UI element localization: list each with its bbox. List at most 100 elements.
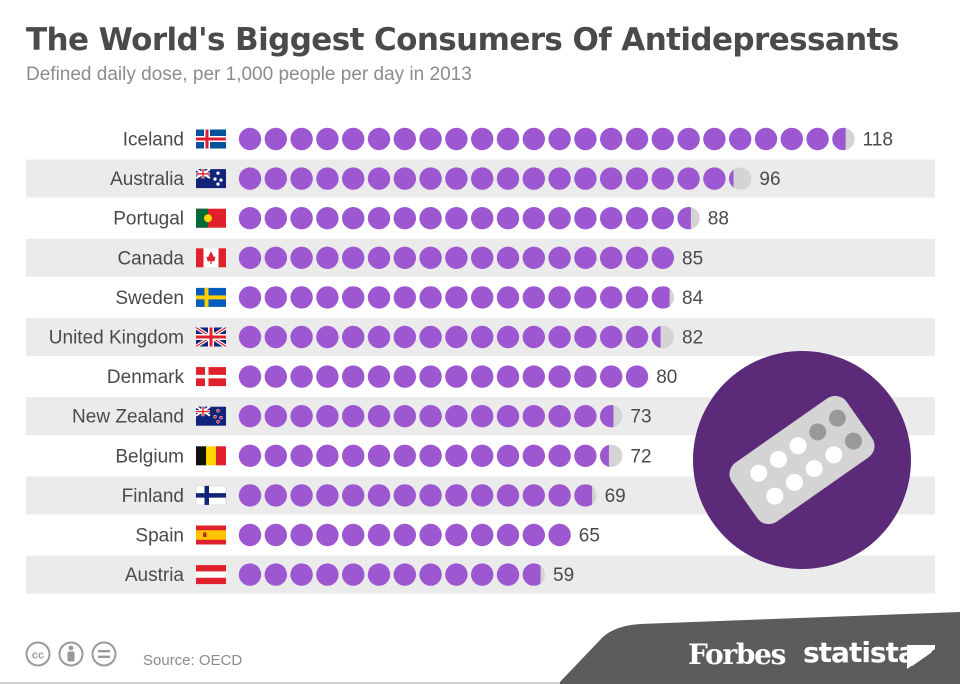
value-dot <box>264 563 287 586</box>
value-dot <box>496 286 520 309</box>
value-dot <box>393 286 416 309</box>
value-dot <box>238 444 262 467</box>
value-dot <box>342 167 365 190</box>
value-label: 73 <box>630 407 651 428</box>
value-dot <box>419 405 442 428</box>
value-dot <box>367 246 391 269</box>
value-dot <box>471 325 494 349</box>
value-dot <box>290 484 313 507</box>
canada-flag-icon <box>196 248 226 268</box>
value-dot <box>290 207 313 230</box>
value-dot <box>393 127 416 151</box>
value-dot <box>445 286 468 309</box>
value-dot <box>445 405 468 428</box>
value-dot <box>548 444 571 467</box>
value-dot <box>496 484 520 507</box>
forbes-logo: Forbes <box>688 638 786 671</box>
value-dot <box>342 523 365 547</box>
value-dot <box>367 444 391 467</box>
value-dot <box>651 207 674 230</box>
value-dot <box>496 444 520 467</box>
austria-flag-icon <box>196 565 226 585</box>
value-dot <box>393 207 416 230</box>
value-dot <box>548 207 571 230</box>
country-label: Belgium <box>115 446 184 467</box>
value-dot <box>419 563 442 586</box>
value-dot <box>238 484 262 507</box>
value-dot <box>522 246 545 269</box>
value-dot <box>290 365 313 388</box>
value-dot <box>445 523 468 547</box>
value-dot <box>522 444 545 467</box>
value-dot <box>445 325 468 349</box>
value-dot <box>445 444 468 467</box>
value-dot <box>316 444 339 467</box>
value-dot <box>496 127 520 151</box>
value-dot <box>342 563 365 586</box>
value-dot <box>600 325 623 349</box>
partial-dot-fill <box>832 127 846 151</box>
attribution-icon <box>58 641 84 667</box>
country-label: Spain <box>135 526 184 547</box>
country-label: United Kingdom <box>49 328 184 349</box>
country-label: Austria <box>125 565 185 586</box>
value-dot <box>367 127 391 151</box>
value-dot <box>703 167 726 190</box>
value-dot <box>316 127 339 151</box>
value-label: 69 <box>605 486 626 507</box>
australia-flag-icon <box>195 168 226 189</box>
value-dot <box>290 127 313 151</box>
country-label: Iceland <box>123 130 184 151</box>
license-icons: cc <box>25 641 117 667</box>
united-kingdom-flag-icon <box>195 326 227 348</box>
value-dot <box>419 523 442 547</box>
value-dot <box>600 207 623 230</box>
value-dot <box>522 484 545 507</box>
value-dot <box>522 286 545 309</box>
value-dot <box>238 325 262 349</box>
value-dot <box>600 127 623 151</box>
value-dot <box>367 563 391 586</box>
value-dot <box>238 246 262 269</box>
value-dot <box>367 523 391 547</box>
value-dot <box>419 325 442 349</box>
value-dot <box>600 167 623 190</box>
value-dot <box>522 207 545 230</box>
svg-text:cc: cc <box>32 650 44 662</box>
value-dot <box>316 405 339 428</box>
value-dot <box>574 444 597 467</box>
value-label: 118 <box>863 130 893 151</box>
value-dot <box>342 365 365 388</box>
value-dot <box>238 286 262 309</box>
value-dot <box>367 325 391 349</box>
value-dot <box>367 484 391 507</box>
value-dot <box>342 246 365 269</box>
value-dot <box>393 563 416 586</box>
value-dot <box>471 484 494 507</box>
value-dot <box>419 286 442 309</box>
value-dot <box>393 325 416 349</box>
value-dot <box>419 444 442 467</box>
value-dot <box>471 563 494 586</box>
value-dot <box>290 523 313 547</box>
value-dot <box>419 484 442 507</box>
value-dot <box>522 405 545 428</box>
value-dot <box>471 167 494 190</box>
value-dot <box>625 365 649 388</box>
value-dot <box>393 444 416 467</box>
value-dot <box>600 286 623 309</box>
value-dot <box>754 127 778 151</box>
country-label: Denmark <box>107 367 185 388</box>
chart-subtitle: Defined daily dose, per 1,000 people per… <box>26 64 472 85</box>
value-label: 88 <box>708 209 729 230</box>
value-dot <box>419 167 442 190</box>
value-label: 82 <box>682 328 703 349</box>
value-dot <box>548 167 571 190</box>
no-derivatives-icon <box>91 641 117 667</box>
value-dot <box>238 127 262 151</box>
value-dot <box>496 523 520 547</box>
value-dot <box>625 246 649 269</box>
value-dot <box>625 127 649 151</box>
value-dot <box>471 286 494 309</box>
